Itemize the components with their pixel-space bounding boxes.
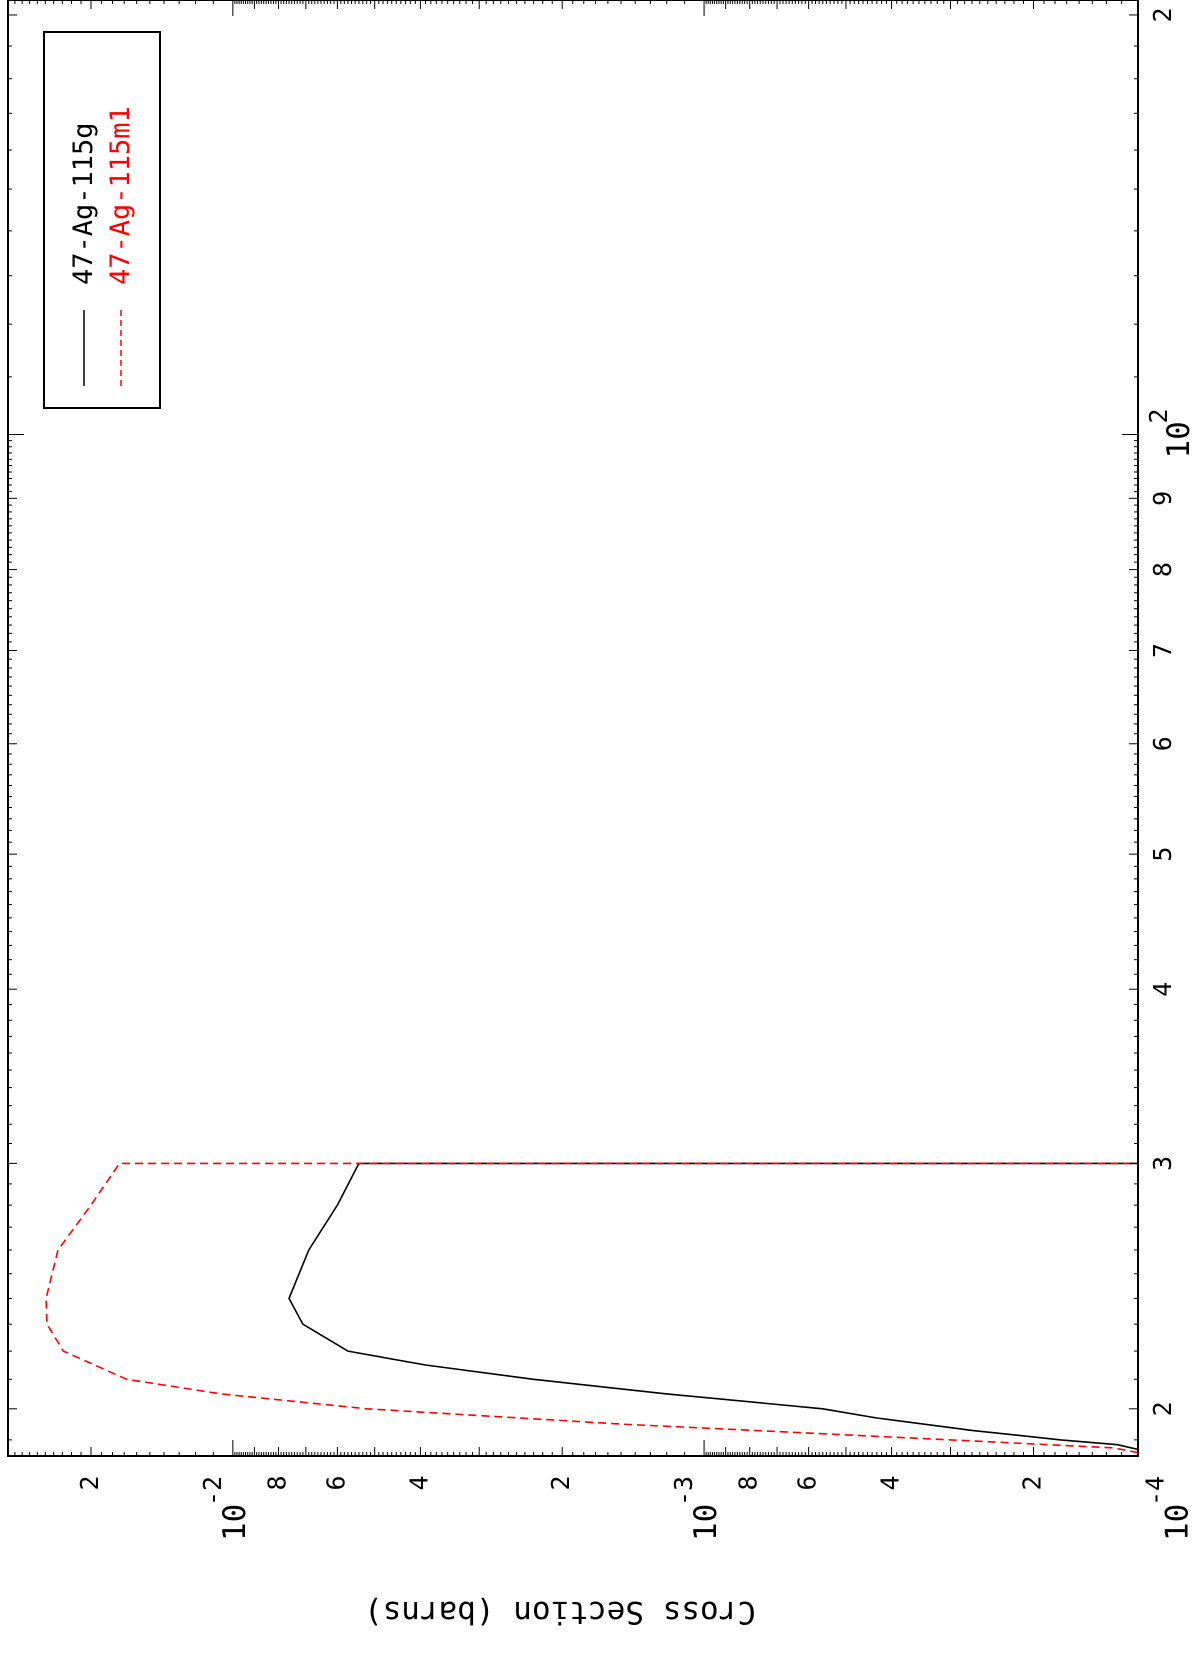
- x-tick-label: 9: [1148, 491, 1177, 506]
- x-tick-label: 7: [1148, 643, 1177, 658]
- x-tick-label: 2: [1148, 7, 1177, 22]
- y-tick-label: 4: [404, 1475, 433, 1490]
- y-tick-label-base: 10: [1159, 1504, 1193, 1541]
- x-tick-label: 3: [1148, 1156, 1177, 1171]
- x-tick-label: 8: [1148, 562, 1177, 577]
- legend-label-47-ag-115g: 47-Ag-115g: [68, 122, 99, 285]
- y-tick-label-major: 10-4: [1140, 1476, 1193, 1541]
- y-tick-label-exp: -2: [198, 1476, 227, 1506]
- y-tick-label-major: 10-3: [669, 1476, 724, 1541]
- y-tick-label: 8: [734, 1475, 763, 1490]
- y-tick-label: 2: [1017, 1475, 1046, 1490]
- y-tick-label-base: 10: [217, 1504, 253, 1541]
- x-tick-label-base: 10: [1161, 421, 1193, 458]
- x-tick-label-exp: 2: [1144, 408, 1173, 423]
- y-tick-label: 6: [321, 1475, 350, 1490]
- y-axis-label: Cross Section (barns): [364, 1594, 756, 1630]
- y-tick-label: 4: [876, 1475, 905, 1490]
- legend-label-47-ag-115m1: 47-Ag-115m1: [105, 106, 136, 285]
- x-tick-label: 5: [1148, 847, 1177, 862]
- x-tick-label: 2: [1148, 1401, 1177, 1416]
- x-tick-label-major: 102: [1144, 408, 1193, 458]
- x-tick-label: 4: [1148, 982, 1177, 997]
- series-layer: [45, 1162, 1138, 1454]
- y-tick-label: 6: [793, 1475, 822, 1490]
- y-tick-label-major: 10-2: [198, 1476, 253, 1541]
- x-tick-label: 6: [1148, 736, 1177, 751]
- y-tick-label: 2: [75, 1475, 104, 1490]
- y-tick-label-base: 10: [688, 1504, 724, 1541]
- legend-box: [43, 31, 161, 409]
- series-line-47-ag-115g: [288, 1162, 1138, 1451]
- series-line-47-ag-115m1: [45, 1162, 1138, 1454]
- y-tick-label: 2: [546, 1475, 575, 1490]
- y-tick-label-exp: -3: [669, 1476, 698, 1506]
- y-tick-label-exp: -4: [1140, 1476, 1169, 1506]
- legend: 47-Ag-115g 47-Ag-115m1: [43, 31, 161, 409]
- y-tick-label: 8: [263, 1475, 292, 1490]
